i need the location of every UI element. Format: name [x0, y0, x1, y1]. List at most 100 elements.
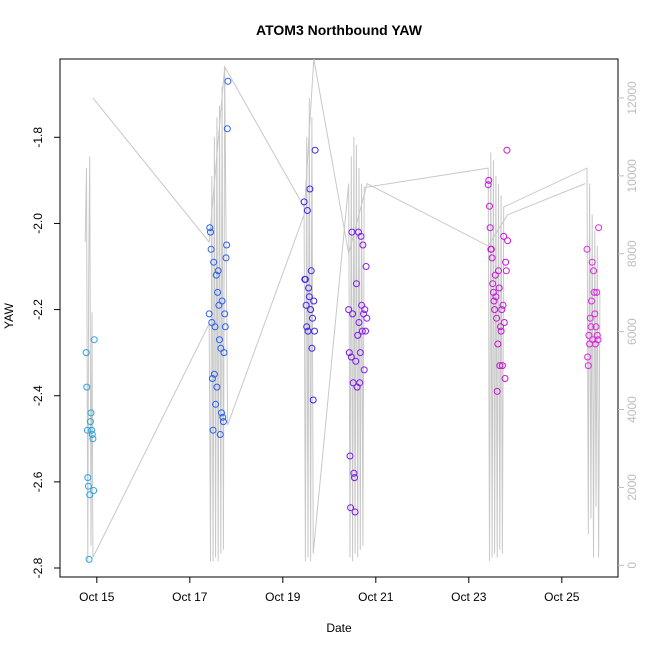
data-point: [360, 366, 368, 374]
data-point: [363, 314, 371, 322]
data-point: [593, 288, 601, 296]
data-point: [90, 336, 98, 344]
data-point: [352, 357, 360, 365]
data-point: [90, 487, 98, 494]
data-point: [300, 198, 308, 206]
data-point: [491, 306, 499, 314]
data-point: [590, 288, 598, 296]
data-point: [493, 314, 501, 322]
data-point: [210, 258, 218, 266]
data-point: [207, 228, 214, 236]
data-point: [307, 306, 315, 314]
data-point: [306, 185, 314, 193]
data-point: [311, 327, 318, 335]
data-point: [354, 331, 362, 339]
data-point: [309, 314, 316, 322]
data-point: [495, 284, 503, 292]
data-point: [362, 327, 369, 335]
data-point: [345, 306, 353, 314]
data-point: [209, 426, 217, 434]
data-point: [593, 331, 601, 339]
y-tick-label: -2.6: [31, 471, 45, 492]
x-axis-label: Date: [326, 621, 352, 635]
data-point: [489, 280, 497, 288]
data-point: [88, 431, 96, 438]
data-point: [214, 267, 222, 275]
data-point: [303, 323, 311, 331]
y-axis-label: YAW: [2, 302, 16, 329]
secondary-series: [84, 58, 601, 562]
data-point: [497, 327, 505, 335]
data-point: [486, 224, 494, 232]
data-point: [495, 267, 502, 275]
data-point: [302, 301, 310, 309]
x-axis: Oct 15 Oct 17 Oct 19 Oct 21 Oct 23 Oct 25: [79, 577, 580, 604]
data-point: [584, 362, 592, 370]
data-point: [303, 207, 311, 214]
data-point: [497, 323, 504, 331]
x-tick-label: Oct 15: [79, 590, 115, 604]
y2-tick-label: 12000: [625, 81, 639, 115]
data-point: [85, 555, 93, 563]
y2-tick-label: 6000: [625, 318, 639, 345]
data-point: [484, 181, 492, 189]
data-point: [355, 319, 363, 326]
data-point: [584, 353, 592, 361]
data-point: [216, 336, 223, 344]
y2-tick-label: 4000: [625, 396, 639, 423]
data-point: [493, 387, 501, 395]
data-point: [222, 254, 230, 262]
data-point: [590, 267, 597, 275]
x-tick-label: Oct 23: [451, 590, 487, 604]
data-point: [504, 237, 512, 245]
y-axis: -2.8 -2.6 -2.4 -2.2 -2.0 -1.8: [31, 127, 60, 578]
data-point: [503, 146, 511, 154]
data-point: [494, 340, 502, 348]
data-point: [301, 275, 309, 283]
data-point: [496, 362, 504, 370]
data-point: [224, 77, 232, 85]
data-point: [356, 349, 364, 357]
data-point: [500, 319, 508, 326]
data-point: [591, 310, 599, 318]
data-point: [311, 146, 319, 154]
data-point: [86, 418, 94, 426]
data-point: [221, 323, 229, 331]
y2-tick-label: 8000: [625, 240, 639, 267]
data-point: [307, 267, 315, 275]
y-tick-label: -2.4: [31, 385, 45, 406]
data-point: [83, 383, 91, 391]
data-point: [89, 435, 97, 443]
x-tick-label: Oct 19: [265, 590, 301, 604]
data-point: [87, 409, 95, 417]
data-point: [219, 413, 227, 421]
data-point: [223, 125, 231, 133]
data-point: [208, 375, 216, 382]
data-point: [309, 396, 317, 404]
data-point: [583, 245, 591, 253]
y-axis-right: 0 2000 4000 6000 8000 10000 12000: [618, 81, 639, 569]
data-point: [220, 349, 228, 357]
data-point: [595, 224, 603, 232]
data-point: [221, 310, 229, 318]
data-point: [485, 176, 493, 184]
data-point: [88, 426, 96, 434]
data-point: [83, 426, 91, 434]
data-point: [359, 241, 367, 249]
data-point: [345, 349, 353, 357]
data-point: [502, 258, 510, 266]
data-point: [213, 383, 221, 391]
data-point: [487, 245, 495, 253]
data-point: [310, 297, 318, 305]
data-point: [594, 336, 602, 344]
data-point: [212, 271, 220, 279]
data-point: [350, 469, 358, 477]
data-point: [588, 297, 595, 305]
data-point: [492, 293, 500, 301]
plot-frame: [59, 58, 619, 578]
data-point: [212, 400, 220, 408]
data-point: [82, 349, 90, 357]
data-point: [499, 301, 507, 309]
data-point: [502, 267, 510, 275]
data-point: [360, 310, 367, 318]
